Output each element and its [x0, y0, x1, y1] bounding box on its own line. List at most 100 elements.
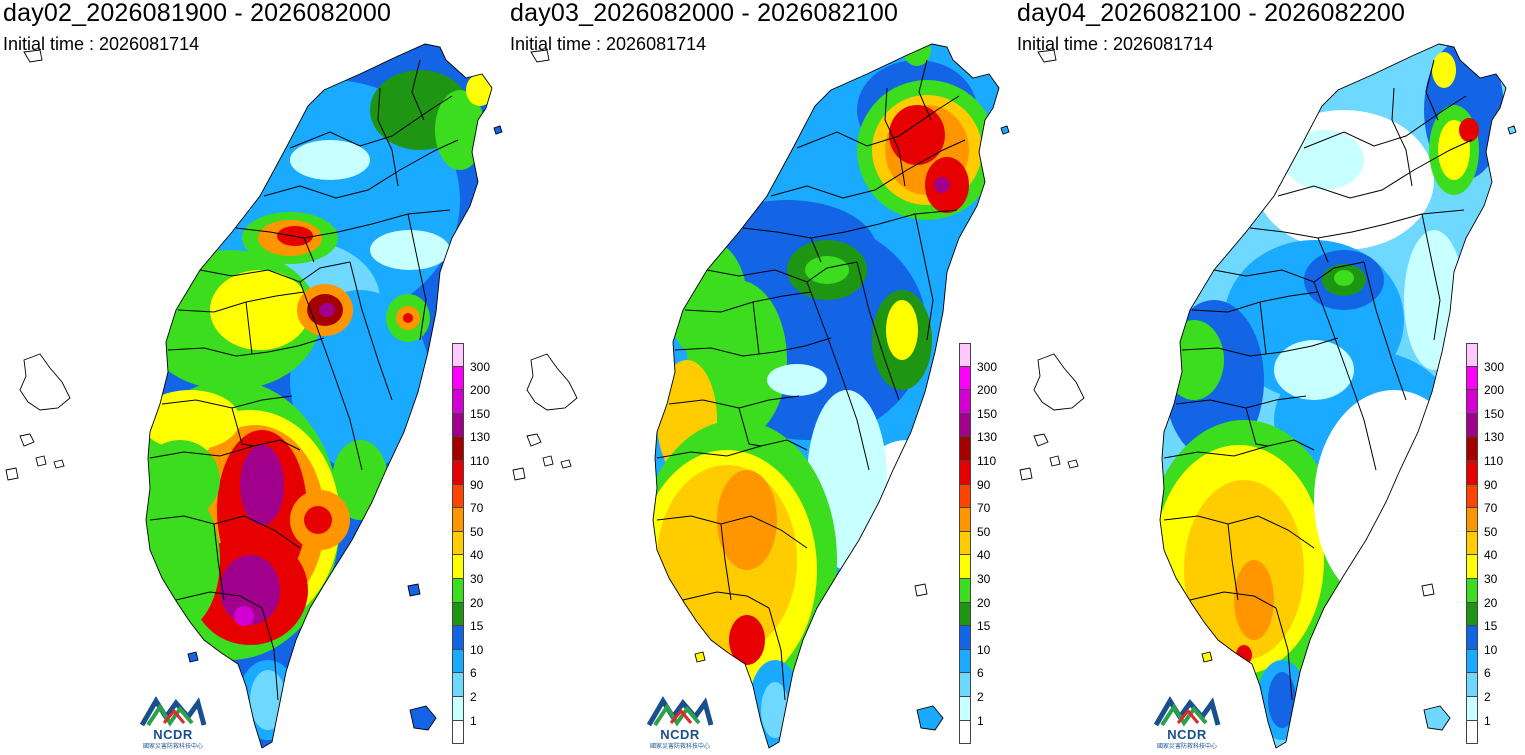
logo-name: NCDR [153, 727, 193, 742]
color-bar-swatch [452, 460, 464, 485]
color-bar-swatch [1466, 508, 1478, 532]
color-bar-tick-label: 150 [977, 406, 998, 421]
color-bar-swatch [452, 484, 464, 509]
color-bar-tick-label: 30 [470, 572, 484, 586]
county-border [149, 515, 301, 549]
county-border [261, 607, 279, 701]
color-bar-tick-label: 50 [977, 524, 991, 539]
color-bar-tick-label: 300 [470, 359, 491, 374]
taiwan-rainfall-map [1019, 43, 1517, 749]
county-border [1189, 591, 1277, 609]
color-bar-swatch [452, 531, 464, 556]
color-bar-tick-label: 200 [977, 383, 998, 398]
color-bar-tick-label: 40 [470, 548, 484, 563]
color-bar-tick-label: 150 [470, 406, 491, 421]
county-border [810, 237, 822, 263]
county-border [1425, 59, 1439, 121]
color-bar-tick-label: 110 [977, 454, 997, 468]
logo-subtitle: 國家災害防救科技中心 [1156, 744, 1217, 750]
color-bar-tick-label: 6 [977, 666, 984, 681]
color-bar-tick-label: 20 [470, 595, 484, 610]
color-bar-swatch [1466, 343, 1478, 367]
color-bar-swatch [1466, 696, 1478, 721]
color-bar-tick-label: 6 [1484, 666, 1491, 681]
map-panel: day02_2026081900 - 2026082000 Initial tim… [0, 0, 508, 755]
color-bar-tick-label: 130 [977, 430, 998, 445]
color-bar-swatch [959, 696, 971, 721]
color-bar-swatch [1466, 413, 1478, 438]
color-bar [452, 343, 464, 745]
county-border [1213, 261, 1365, 283]
color-bar-swatch [959, 720, 971, 745]
color-bar-tick-label: 130 [470, 430, 491, 445]
color-bar-swatch [1466, 602, 1478, 627]
county-border [1275, 607, 1293, 701]
county-border [770, 139, 966, 199]
county-border [738, 407, 762, 447]
color-bar-swatch [959, 531, 971, 556]
color-bar [959, 343, 971, 745]
county-border [407, 213, 427, 341]
color-bar-tick-label: 110 [470, 454, 490, 468]
color-bar-swatch [452, 508, 464, 532]
county-border [245, 301, 253, 355]
color-bar-swatch [959, 602, 971, 627]
color-bar-tick-label: 15 [1484, 619, 1498, 634]
initial-time-label: Initial time : 2026081714 [3, 34, 200, 54]
map-panel: day04_2026082100 - 2026082200 Initial tim… [1014, 0, 1522, 755]
color-bar-swatch [1466, 673, 1478, 697]
color-bar-tick-label: 70 [470, 501, 484, 516]
color-bar-tick-label: 130 [1484, 430, 1505, 445]
county-border [1303, 95, 1467, 149]
color-bar-tick-label: 15 [470, 619, 484, 634]
county-border [1391, 87, 1413, 187]
color-bar-tick-label: 200 [470, 383, 491, 398]
color-bar-tick-label: 50 [1484, 524, 1498, 539]
color-bar-swatch [959, 413, 971, 438]
color-bar-tick-label: 70 [1484, 501, 1498, 516]
county-border [175, 591, 263, 609]
ncdr-logo-mark [139, 696, 207, 727]
county-border [1277, 139, 1473, 199]
color-bar-swatch [959, 578, 971, 603]
county-border [349, 261, 393, 401]
color-bar-swatch [959, 555, 971, 579]
color-bar-swatch [1466, 578, 1478, 603]
color-bar-swatch [452, 626, 464, 650]
coastline [1019, 43, 1517, 749]
color-bar-tick-label: 50 [470, 524, 484, 539]
color-bar-tick-label: 90 [1484, 477, 1498, 492]
ncdr-logo-mark [646, 696, 714, 727]
color-bar-swatch [1466, 484, 1478, 509]
county-border [299, 281, 363, 471]
taiwan-rainfall-map [5, 43, 503, 749]
color-bar-swatch [959, 460, 971, 485]
county-border [303, 237, 315, 263]
color-bar-swatch [1466, 366, 1478, 391]
color-bar-swatch [452, 555, 464, 579]
color-bar-tick-label: 40 [977, 548, 991, 563]
map-panel: day03_2026082000 - 2026082100 Initial tim… [507, 0, 1015, 755]
color-bar-swatch [1466, 555, 1478, 579]
color-bar-tick-label: 1 [470, 713, 477, 728]
color-bar-tick-label: 1 [977, 713, 984, 728]
color-bar-tick-label: 15 [977, 619, 991, 634]
county-border [1363, 261, 1407, 401]
color-bar-tick-label: 1 [1484, 713, 1491, 728]
color-bar-tick-label: 300 [1484, 359, 1505, 374]
color-bar-swatch [959, 649, 971, 674]
color-bar-swatch [452, 720, 464, 745]
county-border [289, 95, 453, 149]
color-bar-swatch [452, 343, 464, 367]
color-bar-swatch [1466, 437, 1478, 461]
rainfall-field [120, 44, 502, 748]
color-bar-tick-label: 10 [470, 642, 484, 657]
color-bar-swatch [1466, 720, 1478, 745]
panel-title: day02_2026081900 - 2026082000 [3, 0, 392, 27]
color-bar-swatch [959, 366, 971, 391]
color-bar-tick-label: 6 [470, 666, 477, 681]
ncdr-logo-mark [1153, 696, 1221, 727]
initial-time-label: Initial time : 2026081714 [510, 34, 707, 54]
color-bar-swatch [452, 366, 464, 391]
color-bar-swatch [452, 673, 464, 697]
